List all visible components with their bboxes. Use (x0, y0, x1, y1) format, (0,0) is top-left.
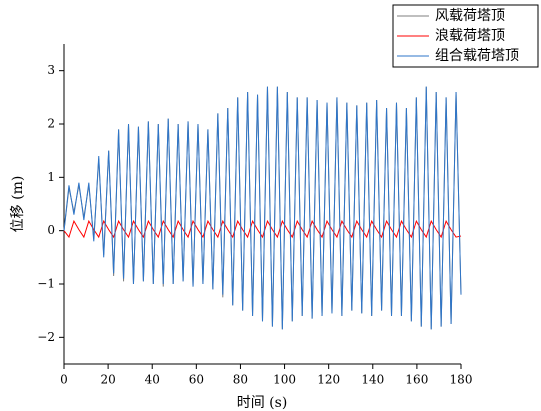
x-tick-label: 20 (100, 373, 115, 387)
legend-label: 风载荷塔顶 (435, 8, 505, 24)
x-tick-label: 0 (60, 373, 68, 387)
x-tick-label: 180 (450, 373, 473, 387)
legend-label: 浪载荷塔顶 (435, 28, 505, 44)
x-tick-label: 160 (405, 373, 428, 387)
series-line (63, 86, 462, 330)
y-tick-label: −1 (37, 277, 55, 291)
series-line (63, 219, 462, 239)
legend-label: 组合载荷塔顶 (435, 48, 519, 64)
y-tick-label: −2 (37, 330, 55, 344)
x-tick-label: 80 (233, 373, 248, 387)
x-axis-label: 时间 (s) (237, 395, 288, 411)
y-tick-label: 3 (47, 63, 55, 77)
y-tick-label: 0 (47, 223, 55, 237)
y-tick-label: 2 (47, 117, 55, 131)
x-tick-label: 120 (317, 373, 340, 387)
x-tick-label: 40 (145, 373, 160, 387)
x-tick-label: 100 (273, 373, 296, 387)
y-tick-label: 1 (47, 170, 55, 184)
x-tick-label: 140 (361, 373, 384, 387)
y-axis-label: 位移 (m) (10, 176, 26, 233)
x-tick-label: 60 (189, 373, 204, 387)
